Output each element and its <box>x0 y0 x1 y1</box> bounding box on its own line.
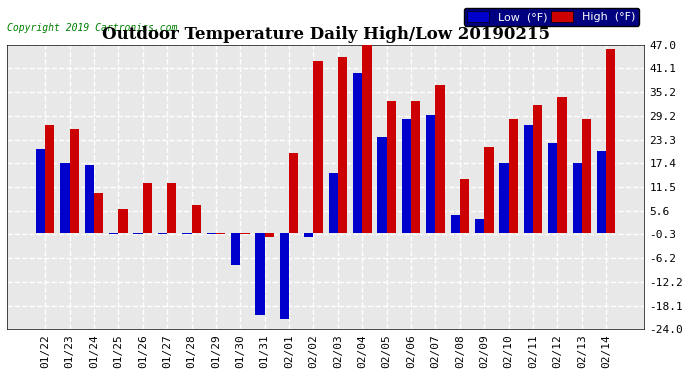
Bar <box>207 233 216 234</box>
Bar <box>548 143 558 233</box>
Bar <box>435 85 445 233</box>
Bar <box>255 233 265 315</box>
Title: Outdoor Temperature Daily High/Low 20190215: Outdoor Temperature Daily High/Low 20190… <box>101 26 550 43</box>
Bar <box>524 125 533 233</box>
Bar <box>377 137 386 233</box>
Bar <box>70 129 79 233</box>
Bar <box>60 163 70 233</box>
Bar <box>533 105 542 233</box>
Bar <box>280 233 289 320</box>
Bar <box>460 179 469 233</box>
Bar <box>509 119 518 233</box>
Bar <box>167 183 177 233</box>
Bar <box>558 97 566 233</box>
Bar <box>109 233 119 234</box>
Bar <box>362 45 371 233</box>
Bar <box>119 209 128 233</box>
Bar <box>182 233 192 234</box>
Bar <box>582 119 591 233</box>
Bar <box>36 149 45 233</box>
Bar <box>265 233 274 237</box>
Bar <box>402 119 411 233</box>
Bar <box>451 215 460 233</box>
Bar <box>94 193 104 233</box>
Bar <box>304 233 313 237</box>
Bar <box>475 219 484 233</box>
Bar <box>597 151 607 233</box>
Bar <box>573 163 582 233</box>
Bar <box>231 233 240 265</box>
Bar <box>607 49 615 233</box>
Bar <box>240 233 250 234</box>
Bar <box>313 61 323 233</box>
Bar <box>426 115 435 233</box>
Bar <box>143 183 152 233</box>
Bar <box>500 163 509 233</box>
Bar <box>411 101 420 233</box>
Bar <box>328 173 338 233</box>
Bar <box>85 165 94 233</box>
Bar <box>386 101 396 233</box>
Bar <box>484 147 493 233</box>
Text: Copyright 2019 Cartronics.com: Copyright 2019 Cartronics.com <box>7 23 177 33</box>
Legend: Low  (°F), High  (°F): Low (°F), High (°F) <box>464 8 639 26</box>
Bar <box>289 153 298 233</box>
Bar <box>192 205 201 233</box>
Bar <box>158 233 167 234</box>
Bar <box>216 233 225 234</box>
Bar <box>133 233 143 234</box>
Bar <box>45 125 55 233</box>
Bar <box>353 73 362 233</box>
Bar <box>338 57 347 233</box>
